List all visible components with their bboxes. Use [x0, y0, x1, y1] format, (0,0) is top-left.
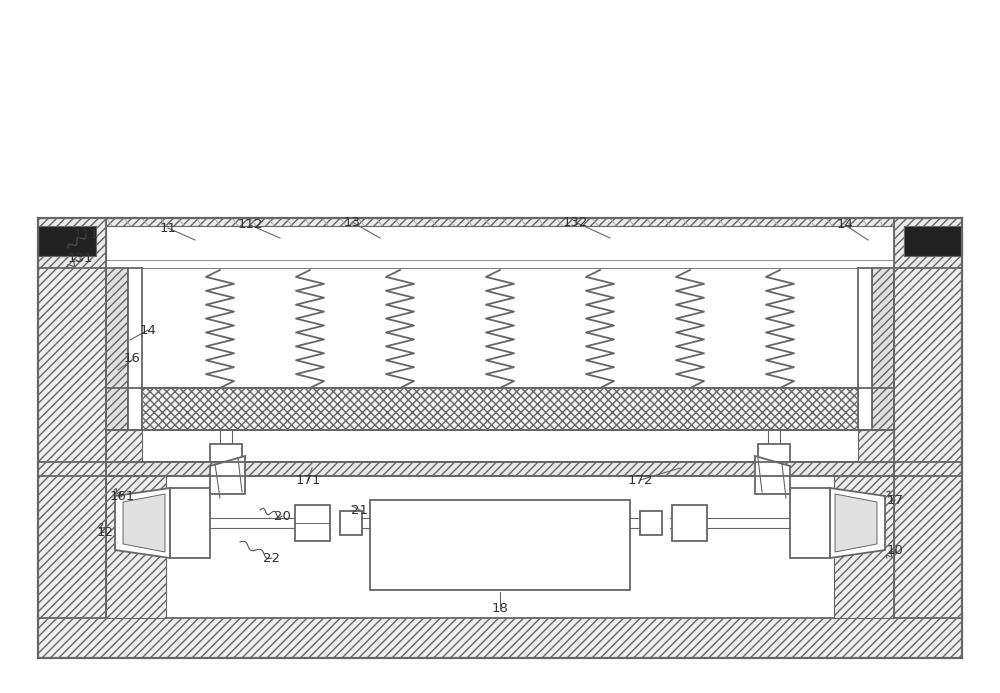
Text: 14: 14 [140, 324, 156, 337]
Polygon shape [834, 476, 894, 618]
Text: 161: 161 [109, 489, 135, 502]
Polygon shape [858, 430, 894, 462]
Bar [904, 226, 962, 256]
Text: 172: 172 [627, 473, 653, 486]
Bar [38, 226, 96, 256]
Bar [106, 218, 894, 618]
Text: 16: 16 [124, 351, 140, 365]
Text: 21: 21 [352, 504, 368, 516]
Bar [106, 260, 894, 268]
Polygon shape [38, 618, 962, 658]
Text: 10: 10 [887, 543, 903, 556]
Text: 11: 11 [160, 222, 176, 234]
Polygon shape [835, 494, 877, 552]
Polygon shape [123, 494, 165, 552]
Polygon shape [38, 218, 962, 268]
Polygon shape [755, 456, 790, 494]
Text: 18: 18 [492, 602, 508, 615]
Bar [370, 500, 630, 590]
Polygon shape [106, 268, 128, 430]
Polygon shape [872, 268, 894, 430]
Text: 112: 112 [237, 218, 263, 231]
Text: 171: 171 [295, 473, 321, 486]
Bar [170, 488, 210, 558]
Bar [790, 488, 830, 558]
Polygon shape [115, 488, 170, 558]
Bar [142, 388, 858, 430]
Bar [295, 505, 330, 541]
Bar [640, 511, 662, 535]
Polygon shape [106, 430, 142, 462]
Polygon shape [106, 476, 166, 618]
Text: 12: 12 [96, 525, 114, 538]
Text: 22: 22 [264, 552, 280, 565]
Polygon shape [128, 268, 142, 430]
Bar [106, 226, 894, 261]
Text: 20: 20 [274, 509, 290, 523]
Text: 132: 132 [562, 216, 588, 229]
Polygon shape [38, 218, 106, 658]
Bar [340, 511, 362, 535]
Polygon shape [830, 488, 885, 558]
Text: 111: 111 [73, 229, 99, 241]
Bar [106, 462, 894, 476]
Text: 13: 13 [344, 216, 360, 229]
Bar [672, 505, 707, 541]
Bar [210, 444, 242, 462]
Text: 17: 17 [887, 493, 904, 507]
Polygon shape [894, 218, 962, 658]
Text: 14: 14 [837, 218, 853, 231]
Text: 131: 131 [67, 252, 93, 265]
Polygon shape [210, 456, 245, 494]
Bar [758, 444, 790, 462]
Polygon shape [858, 268, 872, 430]
